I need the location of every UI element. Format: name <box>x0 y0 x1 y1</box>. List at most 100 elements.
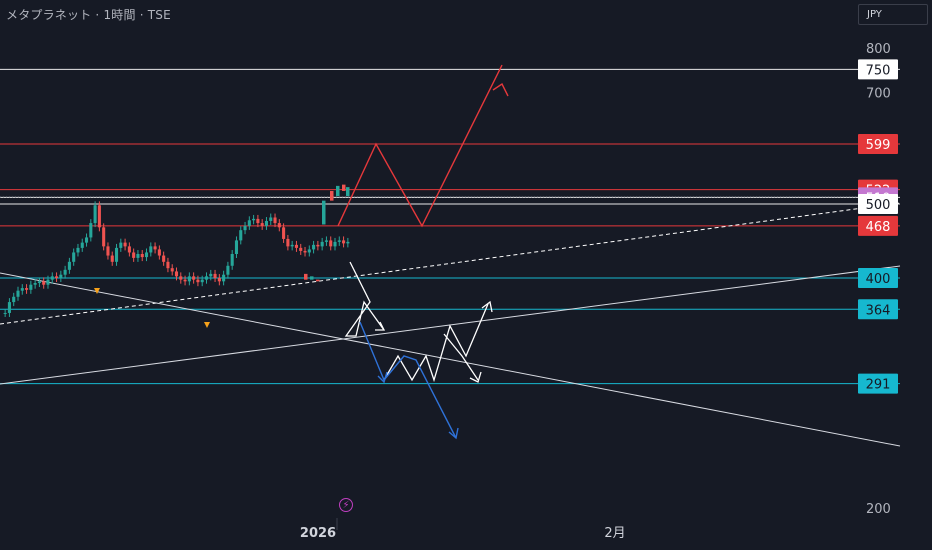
candle-body <box>264 220 269 226</box>
candle-body <box>307 249 311 253</box>
candle-body <box>16 290 20 297</box>
price-label-text: 599 <box>866 138 891 153</box>
white-arrowhead-icon <box>375 321 386 331</box>
candle-body <box>63 269 67 275</box>
candle-body <box>110 255 114 262</box>
currency-button[interactable]: JPY <box>858 4 928 25</box>
candle-body <box>230 254 234 266</box>
candle-body <box>256 218 260 224</box>
white-zigzag-path <box>383 303 489 383</box>
x-tick-label: 2月 <box>604 526 625 541</box>
price-label-text: 750 <box>866 63 891 78</box>
candle-body <box>55 276 59 278</box>
candle-body <box>37 281 41 284</box>
candle-body <box>42 281 46 285</box>
candle-body <box>252 218 256 221</box>
price-label-box <box>858 299 898 320</box>
candle-body <box>179 276 183 280</box>
candle-body <box>119 242 123 248</box>
blue-arrowhead-icon <box>448 427 459 440</box>
candle-body <box>97 205 101 228</box>
candle-body <box>304 273 308 280</box>
candle-body <box>67 261 71 270</box>
candle-body <box>127 246 131 253</box>
candle-body <box>209 273 213 277</box>
dashed-trendline <box>0 202 901 325</box>
candle-body <box>93 205 97 224</box>
price-label-box <box>858 59 898 80</box>
price-label-box <box>858 373 898 394</box>
price-label-box <box>858 268 898 288</box>
x-tick-label: 2026 <box>300 526 336 541</box>
candle-body <box>290 244 294 247</box>
price-label-text: 364 <box>866 303 891 318</box>
candle-body <box>46 279 50 285</box>
candle-body <box>12 296 16 303</box>
candle-body <box>269 217 273 221</box>
price-label-box <box>858 134 898 155</box>
candle-body <box>299 247 303 251</box>
candle-body <box>316 279 320 282</box>
candle-body <box>222 274 226 282</box>
candle-body <box>336 185 340 197</box>
red-arrowhead-icon <box>492 82 509 97</box>
candle-body <box>170 268 174 272</box>
chart-title: メタプラネット · 1時間 · TSE <box>6 8 171 22</box>
candle-body <box>174 271 179 277</box>
white-arrowhead-icon <box>481 300 493 313</box>
candle-body <box>213 273 217 278</box>
price-label-box <box>858 215 898 236</box>
candle-body <box>59 274 63 278</box>
candle-body <box>320 241 324 247</box>
candle-body <box>153 246 157 250</box>
candle-body <box>294 244 298 248</box>
candle-body <box>7 302 11 313</box>
candle-body <box>337 240 341 242</box>
red-projection-path <box>337 64 503 228</box>
candle-body <box>200 279 204 283</box>
candle-body <box>102 227 106 247</box>
candle-body <box>149 246 153 253</box>
candle-body <box>282 227 286 239</box>
candle-body <box>157 249 161 256</box>
candle-body <box>260 223 264 226</box>
candle-body <box>50 276 54 280</box>
candle-body <box>324 240 328 242</box>
candle-body <box>273 217 277 224</box>
candle-body <box>33 283 37 285</box>
candle-body <box>123 242 127 247</box>
lightning-icon[interactable]: ⚡ <box>339 498 353 512</box>
price-label-text: 291 <box>866 378 891 393</box>
candle-body <box>226 265 230 275</box>
candle-body <box>3 312 7 314</box>
candle-body <box>333 241 337 247</box>
falling-trendline <box>0 272 901 447</box>
candle-body <box>196 279 200 283</box>
candle-body <box>183 279 187 282</box>
candle-body <box>239 230 243 241</box>
candle-body <box>346 241 350 244</box>
candle-body <box>166 261 170 269</box>
candle-body <box>234 240 239 255</box>
candle-body <box>162 255 166 262</box>
candle-body <box>132 252 136 258</box>
candle-body <box>312 244 316 250</box>
candle-body <box>286 238 290 247</box>
candle-body <box>243 225 247 231</box>
y-tick-label: 700 <box>866 86 891 101</box>
candle-body <box>277 223 281 228</box>
white-arrowhead-icon <box>469 371 482 383</box>
candle-body <box>114 247 119 262</box>
candle-body <box>247 220 251 226</box>
candle-body <box>342 240 346 244</box>
candle-body <box>330 190 334 201</box>
price-label-box <box>858 193 898 214</box>
blue-arrowhead-icon <box>377 371 388 384</box>
candle-body <box>84 237 89 243</box>
blue-projection-path <box>359 321 457 439</box>
candle-body <box>204 276 209 280</box>
candle-body <box>80 242 84 248</box>
white-zigzag-path <box>443 333 479 381</box>
